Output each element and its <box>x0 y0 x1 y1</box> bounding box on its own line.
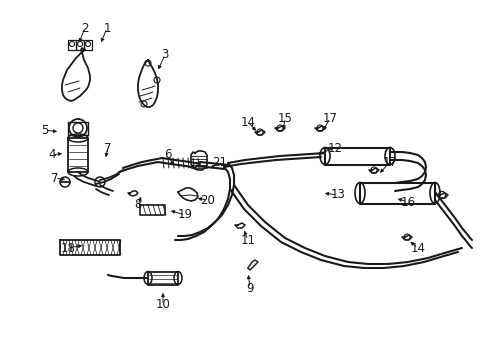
Text: 17: 17 <box>382 156 397 168</box>
Text: 15: 15 <box>277 112 292 125</box>
Text: 20: 20 <box>200 194 215 207</box>
Text: 14: 14 <box>240 116 255 129</box>
Text: 21: 21 <box>212 156 227 168</box>
Text: 7: 7 <box>104 141 112 154</box>
Text: 1: 1 <box>103 22 110 35</box>
Text: 7: 7 <box>51 171 59 184</box>
Text: 8: 8 <box>134 198 142 211</box>
Text: 10: 10 <box>155 298 170 311</box>
Text: 9: 9 <box>246 282 253 294</box>
Text: 17: 17 <box>322 112 337 125</box>
Text: 13: 13 <box>330 189 345 202</box>
Text: 4: 4 <box>48 148 56 162</box>
Text: 2: 2 <box>81 22 88 35</box>
Text: 18: 18 <box>61 242 75 255</box>
Text: 11: 11 <box>240 234 255 247</box>
Text: 16: 16 <box>400 195 415 208</box>
Text: 12: 12 <box>327 141 342 154</box>
Text: 19: 19 <box>177 208 192 221</box>
Text: 6: 6 <box>164 148 171 162</box>
Text: 5: 5 <box>41 123 49 136</box>
Text: 14: 14 <box>409 242 425 255</box>
Text: 3: 3 <box>161 49 168 62</box>
